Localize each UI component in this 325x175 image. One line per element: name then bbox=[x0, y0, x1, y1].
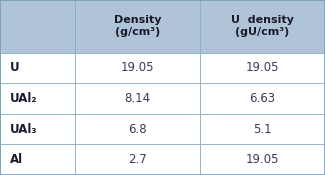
Text: U  density
(gU/cm³): U density (gU/cm³) bbox=[231, 15, 294, 37]
Bar bbox=[0, 83, 75, 114]
Bar bbox=[200, 83, 325, 114]
Text: 19.05: 19.05 bbox=[246, 61, 279, 74]
Text: Al: Al bbox=[10, 153, 23, 166]
Text: 6.63: 6.63 bbox=[249, 92, 276, 105]
Text: 19.05: 19.05 bbox=[246, 153, 279, 166]
Text: 6.8: 6.8 bbox=[128, 122, 147, 136]
Bar bbox=[0, 52, 75, 83]
Text: U: U bbox=[10, 61, 20, 74]
Bar bbox=[0, 144, 75, 175]
Text: 19.05: 19.05 bbox=[121, 61, 154, 74]
Bar bbox=[200, 0, 325, 52]
Text: 2.7: 2.7 bbox=[128, 153, 147, 166]
Text: UAl₃: UAl₃ bbox=[10, 122, 37, 136]
Bar bbox=[200, 144, 325, 175]
Bar bbox=[0, 114, 75, 144]
Bar bbox=[200, 52, 325, 83]
Bar bbox=[0, 0, 75, 52]
Bar bbox=[200, 114, 325, 144]
Text: 8.14: 8.14 bbox=[124, 92, 150, 105]
Bar bbox=[75, 83, 200, 114]
Text: Density
(g/cm³): Density (g/cm³) bbox=[113, 15, 161, 37]
Bar bbox=[75, 52, 200, 83]
Bar bbox=[75, 144, 200, 175]
Bar bbox=[75, 0, 200, 52]
Text: 5.1: 5.1 bbox=[253, 122, 272, 136]
Bar bbox=[75, 114, 200, 144]
Text: UAl₂: UAl₂ bbox=[10, 92, 37, 105]
